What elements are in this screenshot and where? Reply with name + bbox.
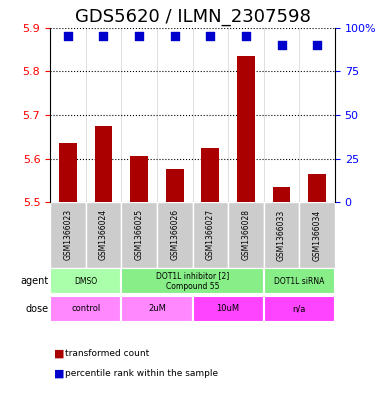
FancyBboxPatch shape [121, 268, 264, 294]
FancyBboxPatch shape [121, 202, 157, 268]
Text: GSM1366026: GSM1366026 [170, 209, 179, 261]
Text: control: control [71, 304, 100, 313]
Point [243, 33, 249, 39]
Text: GSM1366033: GSM1366033 [277, 209, 286, 261]
Bar [130, 156, 148, 202]
Point [100, 33, 107, 39]
Text: agent: agent [20, 276, 48, 286]
FancyBboxPatch shape [192, 296, 264, 322]
FancyBboxPatch shape [264, 268, 335, 294]
FancyBboxPatch shape [50, 202, 85, 268]
Text: GSM1366034: GSM1366034 [313, 209, 321, 261]
Bar [201, 148, 219, 202]
Text: dose: dose [25, 304, 48, 314]
FancyBboxPatch shape [121, 296, 192, 322]
Point [314, 42, 320, 48]
Point [136, 33, 142, 39]
Text: GSM1366027: GSM1366027 [206, 209, 215, 261]
Bar [273, 187, 290, 202]
FancyBboxPatch shape [157, 202, 192, 268]
Text: GSM1366028: GSM1366028 [241, 209, 250, 261]
Text: DMSO: DMSO [74, 277, 97, 286]
Text: DOT1L inhibitor [2]
Compound 55: DOT1L inhibitor [2] Compound 55 [156, 272, 229, 291]
FancyBboxPatch shape [264, 202, 300, 268]
Title: GDS5620 / ILMN_2307598: GDS5620 / ILMN_2307598 [75, 8, 310, 26]
Bar [59, 143, 77, 202]
FancyBboxPatch shape [228, 202, 264, 268]
Point [172, 33, 178, 39]
FancyBboxPatch shape [300, 202, 335, 268]
Text: ■: ■ [54, 349, 64, 359]
FancyBboxPatch shape [50, 268, 121, 294]
Text: DOT1L siRNA: DOT1L siRNA [274, 277, 325, 286]
FancyBboxPatch shape [50, 296, 121, 322]
Bar [95, 126, 112, 202]
Text: GSM1366024: GSM1366024 [99, 209, 108, 261]
FancyBboxPatch shape [85, 202, 121, 268]
Point [278, 42, 285, 48]
Text: n/a: n/a [293, 304, 306, 313]
Point [65, 33, 71, 39]
Point [207, 33, 213, 39]
Text: GSM1366025: GSM1366025 [135, 209, 144, 261]
Text: percentile rank within the sample: percentile rank within the sample [65, 369, 219, 378]
Bar [308, 174, 326, 202]
FancyBboxPatch shape [192, 202, 228, 268]
Text: 2uM: 2uM [148, 304, 166, 313]
Text: 10uM: 10uM [216, 304, 240, 313]
Text: transformed count: transformed count [65, 349, 150, 358]
FancyBboxPatch shape [264, 296, 335, 322]
Text: ■: ■ [54, 368, 64, 378]
Text: GSM1366023: GSM1366023 [64, 209, 72, 261]
Bar [166, 169, 184, 202]
Bar [237, 56, 255, 202]
